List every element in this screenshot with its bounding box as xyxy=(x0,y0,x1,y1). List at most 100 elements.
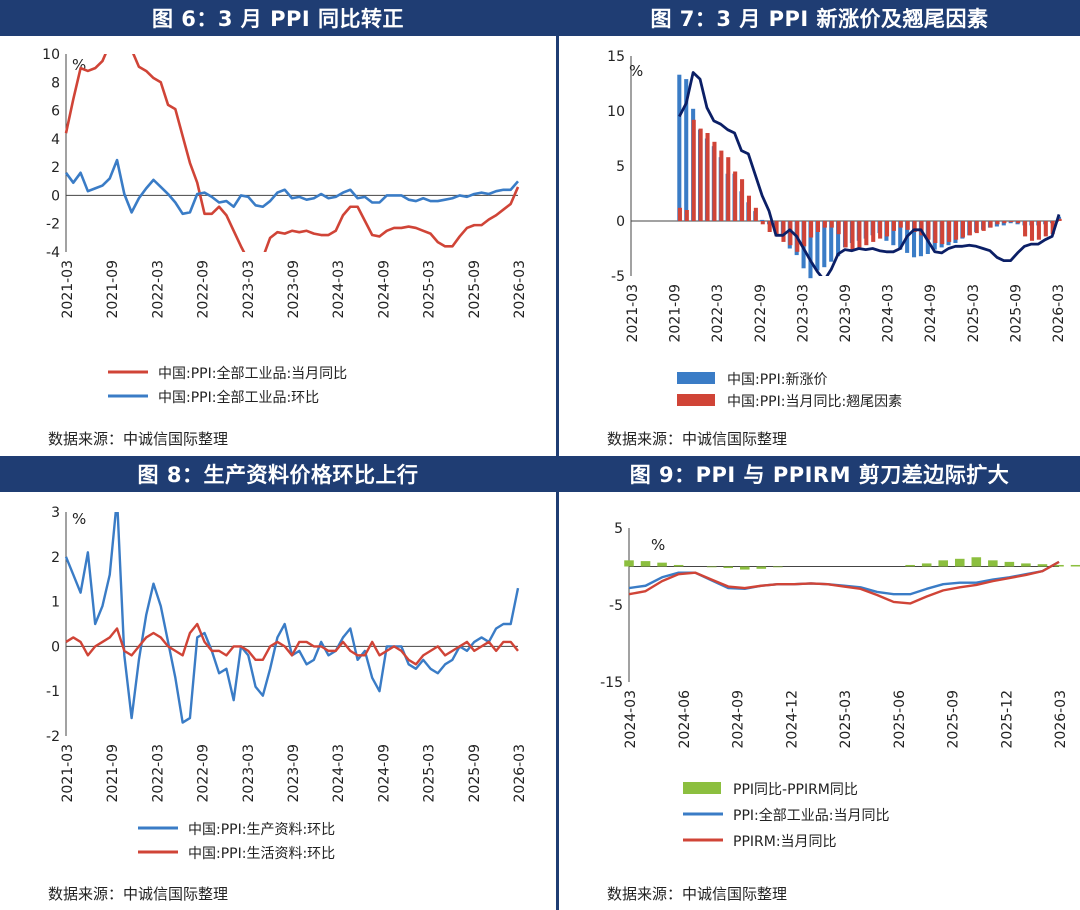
x-tick-label: 2024-09 xyxy=(731,690,747,749)
legend-label: 中国:PPI:新涨价 xyxy=(727,372,827,388)
bar-carryover xyxy=(884,221,890,237)
bar-carryover xyxy=(1057,218,1062,221)
fig7-title: 图 7：3 月 PPI 新涨价及翘尾因素 xyxy=(559,0,1080,36)
x-tick-label: 2024-09 xyxy=(376,744,392,803)
x-tick-label: 2024-09 xyxy=(923,284,939,343)
bar-new-price xyxy=(891,221,896,246)
bar-carryover xyxy=(774,221,779,237)
bar-new-price xyxy=(836,221,841,257)
legend-label: 中国:PPI:全部工业品:环比 xyxy=(158,389,319,406)
x-tick-label: 2021-03 xyxy=(60,260,76,319)
unit-label: % xyxy=(651,536,665,554)
bar-carryover xyxy=(691,119,696,221)
bar-carryover xyxy=(871,221,876,242)
bar-carryover xyxy=(809,221,814,238)
bar-carryover xyxy=(705,133,710,221)
bar-spread xyxy=(706,566,717,568)
y-tick-label: 0 xyxy=(616,214,625,230)
bar-carryover xyxy=(677,207,682,221)
bar-carryover xyxy=(898,221,903,228)
bar-carryover xyxy=(815,221,821,232)
bar-carryover xyxy=(740,179,745,221)
bar-carryover xyxy=(788,221,793,246)
bar-new-price xyxy=(677,74,682,221)
legend-swatch xyxy=(677,394,715,406)
bar-spread xyxy=(756,566,767,569)
bar-carryover xyxy=(760,221,765,225)
y-tick-label: -1 xyxy=(46,684,60,700)
fig8-chart: 3 2 1 0 -1 -2% 2021-03 2021-09 2022-03 2022-09 202… xyxy=(46,505,528,862)
bar-spread xyxy=(954,558,965,567)
y-tick-label: -5 xyxy=(611,269,625,285)
x-tick-label: 2025-06 xyxy=(892,690,908,749)
bar-carryover xyxy=(988,221,993,228)
x-tick-label: 2023-03 xyxy=(795,284,811,343)
x-tick-label: 2022-03 xyxy=(710,284,726,343)
bar-carryover xyxy=(684,210,689,221)
vertical-divider xyxy=(556,0,559,910)
bar-spread xyxy=(1021,563,1031,567)
legend-label: 中国:PPI:生产资料:环比 xyxy=(188,822,335,838)
y-tick-label: 10 xyxy=(42,47,60,63)
bar-carryover xyxy=(960,221,966,238)
x-tick-label: 2023-09 xyxy=(838,284,854,343)
bar-carryover xyxy=(967,221,972,236)
x-tick-label: 2022-09 xyxy=(753,284,769,343)
x-tick-label: 2026-03 xyxy=(512,260,528,319)
legend-label: 中国:PPI:当月同比:翘尾因素 xyxy=(727,394,902,410)
bar-carryover xyxy=(878,221,883,239)
x-tick-label: 2023-09 xyxy=(286,744,302,803)
series-line xyxy=(628,560,1060,605)
bar-new-price xyxy=(815,221,820,271)
bar-carryover xyxy=(726,157,731,221)
bar-carryover xyxy=(905,221,910,230)
series-line xyxy=(65,622,519,666)
y-tick-label: 1 xyxy=(51,595,60,611)
y-tick-label: -4 xyxy=(46,245,60,261)
bar-spread xyxy=(624,560,634,567)
series-line xyxy=(64,54,520,252)
bar-carryover xyxy=(926,221,931,240)
bar-spread xyxy=(1004,561,1015,567)
bar-carryover xyxy=(947,221,952,242)
bar-carryover xyxy=(995,221,1000,225)
bar-new-price xyxy=(911,221,917,258)
x-tick-label: 2024-03 xyxy=(331,260,347,319)
bar-carryover xyxy=(974,221,979,234)
x-tick-label: 2023-03 xyxy=(241,744,257,803)
series-line xyxy=(678,71,1061,276)
bar-spread xyxy=(657,562,667,567)
bar-carryover xyxy=(829,221,834,228)
series-line xyxy=(64,158,519,216)
legend-label: PPI:全部工业品:当月同比 xyxy=(733,807,889,824)
bar-carryover xyxy=(1036,221,1041,240)
x-tick-label: 2022-03 xyxy=(150,744,166,803)
y-tick-label: -2 xyxy=(46,217,60,233)
x-tick-label: 2025-09 xyxy=(946,690,962,749)
bar-carryover xyxy=(912,221,917,232)
fig8-source: 数据来源：中诚信国际整理 xyxy=(48,885,229,903)
x-tick-label: 2021-09 xyxy=(105,744,121,803)
bar-spread xyxy=(1054,564,1064,567)
x-tick-label: 2023-03 xyxy=(241,260,257,319)
bar-carryover xyxy=(781,221,786,242)
bar-carryover xyxy=(1050,221,1055,235)
bar-new-price xyxy=(918,221,923,257)
x-tick-label: 2024-06 xyxy=(677,690,693,749)
bar-carryover xyxy=(1029,221,1035,241)
bar-carryover xyxy=(822,221,827,228)
bar-new-price xyxy=(822,221,827,268)
fig6-title: 图 6：3 月 PPI 同比转正 xyxy=(0,0,556,36)
y-tick-label: 3 xyxy=(51,505,60,521)
y-tick-label: 0 xyxy=(51,188,60,204)
x-tick-label: 2025-09 xyxy=(467,260,483,319)
x-tick-label: 2022-03 xyxy=(150,260,166,319)
fig8-title: 图 8：生产资料价格环比上行 xyxy=(0,456,556,492)
x-tick-label: 2025-03 xyxy=(422,744,438,803)
x-tick-label: 2026-03 xyxy=(1053,690,1069,749)
y-tick-label: 4 xyxy=(51,132,60,148)
bar-new-price xyxy=(760,219,765,221)
x-tick-label: 2025-12 xyxy=(999,690,1015,749)
x-tick-label: 2021-03 xyxy=(60,744,76,803)
